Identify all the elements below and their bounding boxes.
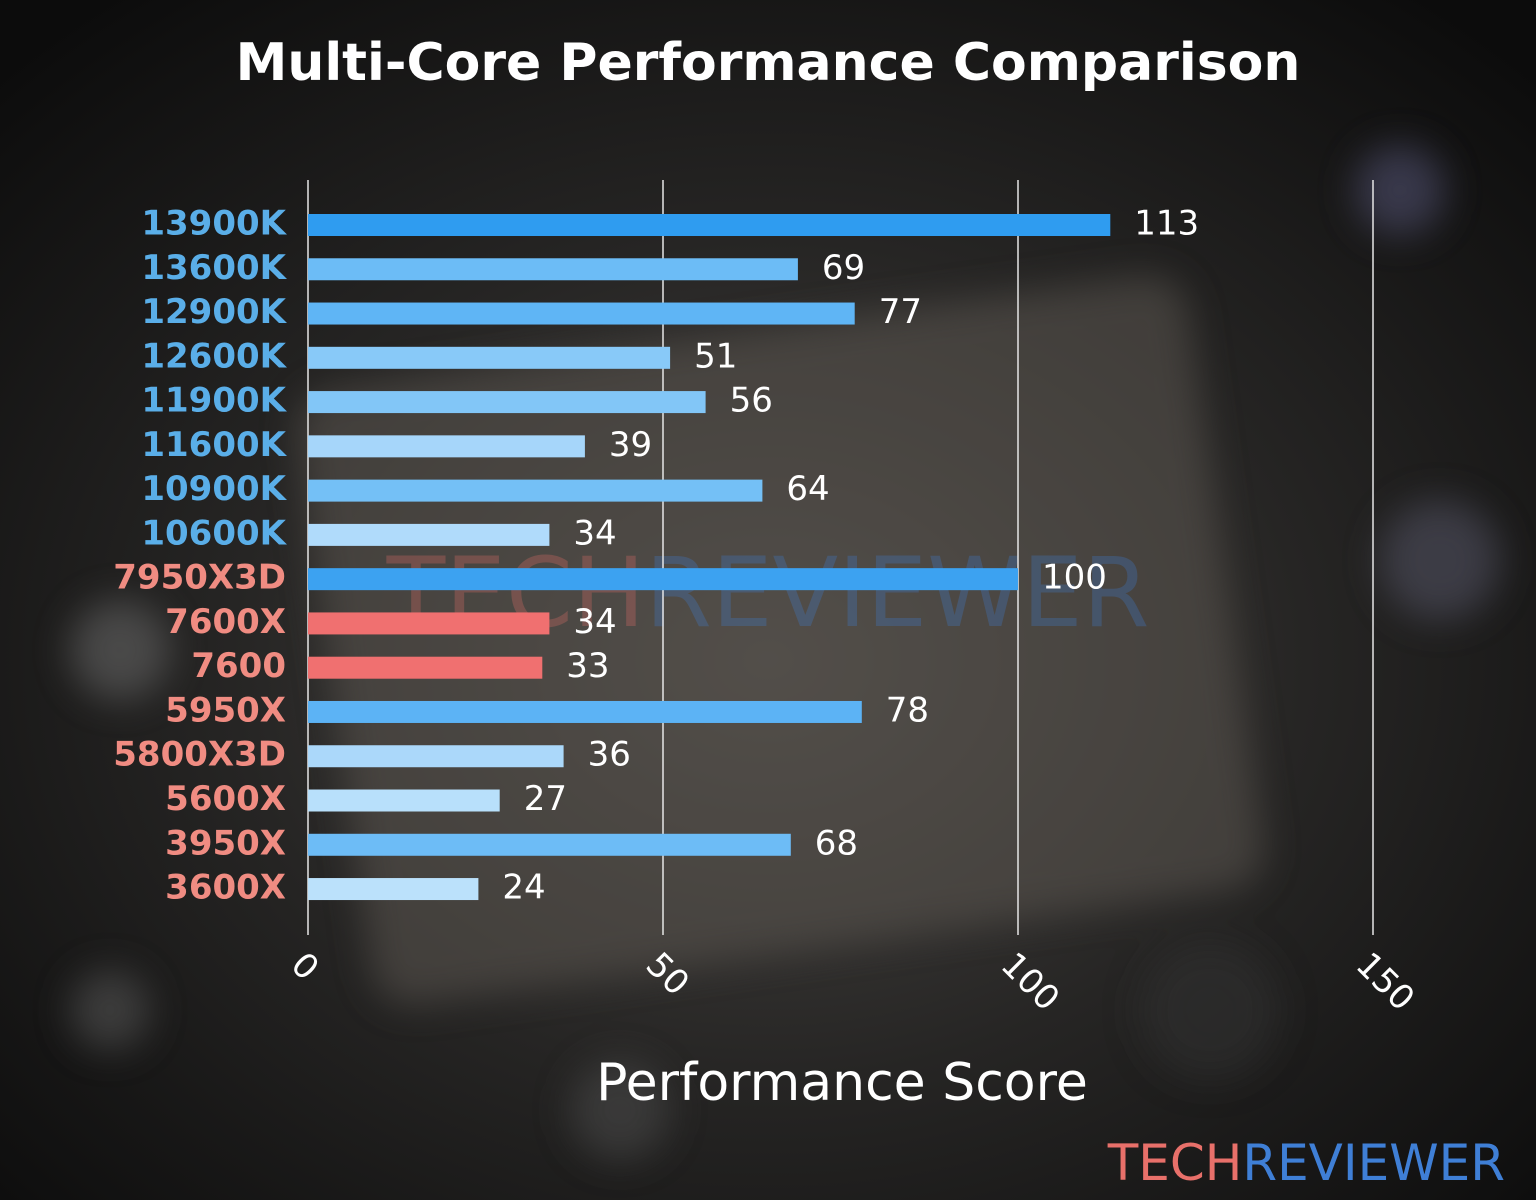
value-label: 68 bbox=[815, 823, 858, 863]
x-axis-label: Performance Score bbox=[596, 1053, 1088, 1113]
bar bbox=[308, 745, 564, 768]
value-label: 113 bbox=[1134, 204, 1199, 244]
y-tick-label: 3600X bbox=[165, 868, 286, 908]
logo-part: REVIEWER bbox=[645, 537, 1149, 649]
value-label: 39 bbox=[609, 425, 652, 465]
bar bbox=[308, 523, 550, 546]
y-tick-label: 3950X bbox=[165, 823, 286, 863]
bar bbox=[308, 700, 862, 723]
bar bbox=[308, 878, 479, 901]
bar bbox=[308, 568, 1018, 591]
bar bbox=[308, 258, 798, 281]
background-blur bbox=[70, 145, 1500, 1160]
y-tick-label: 5600X bbox=[165, 779, 286, 819]
y-tick-label: 10900K bbox=[141, 469, 287, 509]
y-tick-label: 10600K bbox=[141, 513, 287, 553]
bar bbox=[308, 302, 855, 325]
value-label: 77 bbox=[879, 292, 922, 332]
value-label: 100 bbox=[1042, 558, 1107, 598]
value-label: 69 bbox=[822, 248, 865, 288]
bar bbox=[308, 214, 1111, 236]
bar bbox=[308, 612, 550, 635]
bar bbox=[308, 435, 585, 458]
y-tick-label: 13600K bbox=[141, 248, 287, 288]
bar bbox=[308, 656, 543, 679]
bar bbox=[308, 833, 791, 856]
y-tick-label: 5800X3D bbox=[113, 735, 286, 775]
logo-part: TECH bbox=[1107, 1134, 1243, 1192]
y-tick-label: 12900K bbox=[141, 292, 287, 332]
value-label: 78 bbox=[886, 690, 929, 730]
logo-part: REVIEWER bbox=[1242, 1134, 1505, 1192]
y-tick-label: 7600 bbox=[191, 646, 286, 686]
value-label: 36 bbox=[588, 735, 631, 775]
value-label: 51 bbox=[694, 336, 737, 376]
y-tick-label: 12600K bbox=[141, 336, 287, 376]
value-label: 33 bbox=[566, 646, 609, 686]
value-label: 34 bbox=[573, 602, 616, 642]
bar bbox=[308, 346, 671, 369]
value-label: 27 bbox=[524, 779, 567, 819]
value-label: 56 bbox=[730, 381, 773, 421]
bar bbox=[308, 479, 763, 502]
y-tick-label: 5950X bbox=[165, 690, 286, 730]
bar bbox=[308, 391, 706, 414]
chart-title: Multi-Core Performance Comparison bbox=[236, 33, 1301, 93]
y-tick-label: 13900K bbox=[141, 204, 287, 244]
y-tick-label: 7950X3D bbox=[113, 558, 286, 598]
value-label: 24 bbox=[502, 868, 545, 908]
value-label: 64 bbox=[786, 469, 829, 509]
y-tick-label: 7600X bbox=[165, 602, 286, 642]
logo: TECHREVIEWER bbox=[1107, 1134, 1505, 1192]
y-tick-label: 11900K bbox=[141, 381, 287, 421]
bar bbox=[308, 789, 500, 812]
y-tick-label: 11600K bbox=[141, 425, 287, 465]
value-label: 34 bbox=[573, 513, 616, 553]
